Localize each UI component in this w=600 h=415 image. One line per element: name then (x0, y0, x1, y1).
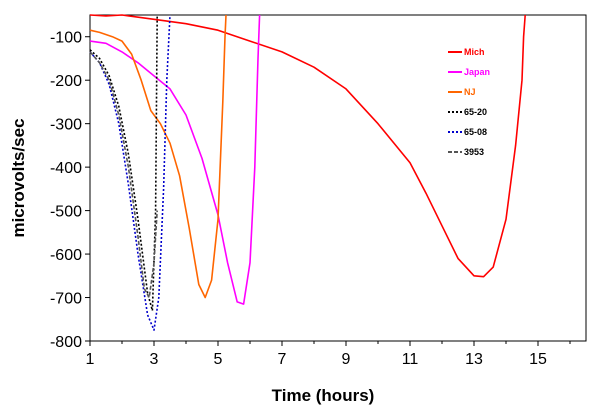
x-tick-label: 1 (86, 351, 95, 368)
y-axis-label: microvolts/sec (9, 118, 28, 237)
x-tick-label: 11 (402, 351, 419, 368)
y-tick-label: -100 (50, 30, 82, 47)
series-line-3953 (89, 51, 158, 299)
legend-label: 65-20 (464, 107, 487, 117)
legend-label: 3953 (464, 147, 484, 157)
y-tick-label: -200 (50, 73, 82, 90)
x-tick-label: 7 (278, 351, 287, 368)
series-layer (89, 14, 526, 331)
legend-label: 65-08 (464, 127, 487, 137)
series-line-mich (89, 14, 526, 278)
y-axis: -100 -200 -300 -400 -500 -600 -700 -800 (50, 30, 90, 351)
legend-label: Mich (464, 47, 485, 57)
x-tick-label: 9 (342, 351, 351, 368)
plot-area (89, 14, 587, 342)
x-axis: 1 3 5 7 9 11 13 15 (86, 341, 571, 368)
x-tick-label: 13 (465, 351, 483, 368)
y-tick-label: -600 (50, 247, 82, 264)
series-line-japan (89, 14, 261, 305)
x-axis-label: Time (hours) (272, 386, 375, 405)
legend-label: NJ (464, 87, 476, 97)
x-tick-label: 5 (214, 351, 223, 368)
x-tick-label: 3 (150, 351, 159, 368)
x-tick-label: 15 (529, 351, 547, 368)
legend: Mich Japan NJ 65-20 65-08 3953 (448, 47, 490, 157)
y-tick-label: -800 (50, 334, 82, 351)
y-tick-label: -500 (50, 204, 82, 221)
series-line-65-20 (89, 14, 158, 312)
y-tick-label: -700 (50, 291, 82, 308)
series-line-nj (89, 14, 227, 299)
series-line-65-08 (89, 14, 171, 331)
legend-label: Japan (464, 67, 490, 77)
y-tick-label: -300 (50, 117, 82, 134)
y-tick-label: -400 (50, 160, 82, 177)
